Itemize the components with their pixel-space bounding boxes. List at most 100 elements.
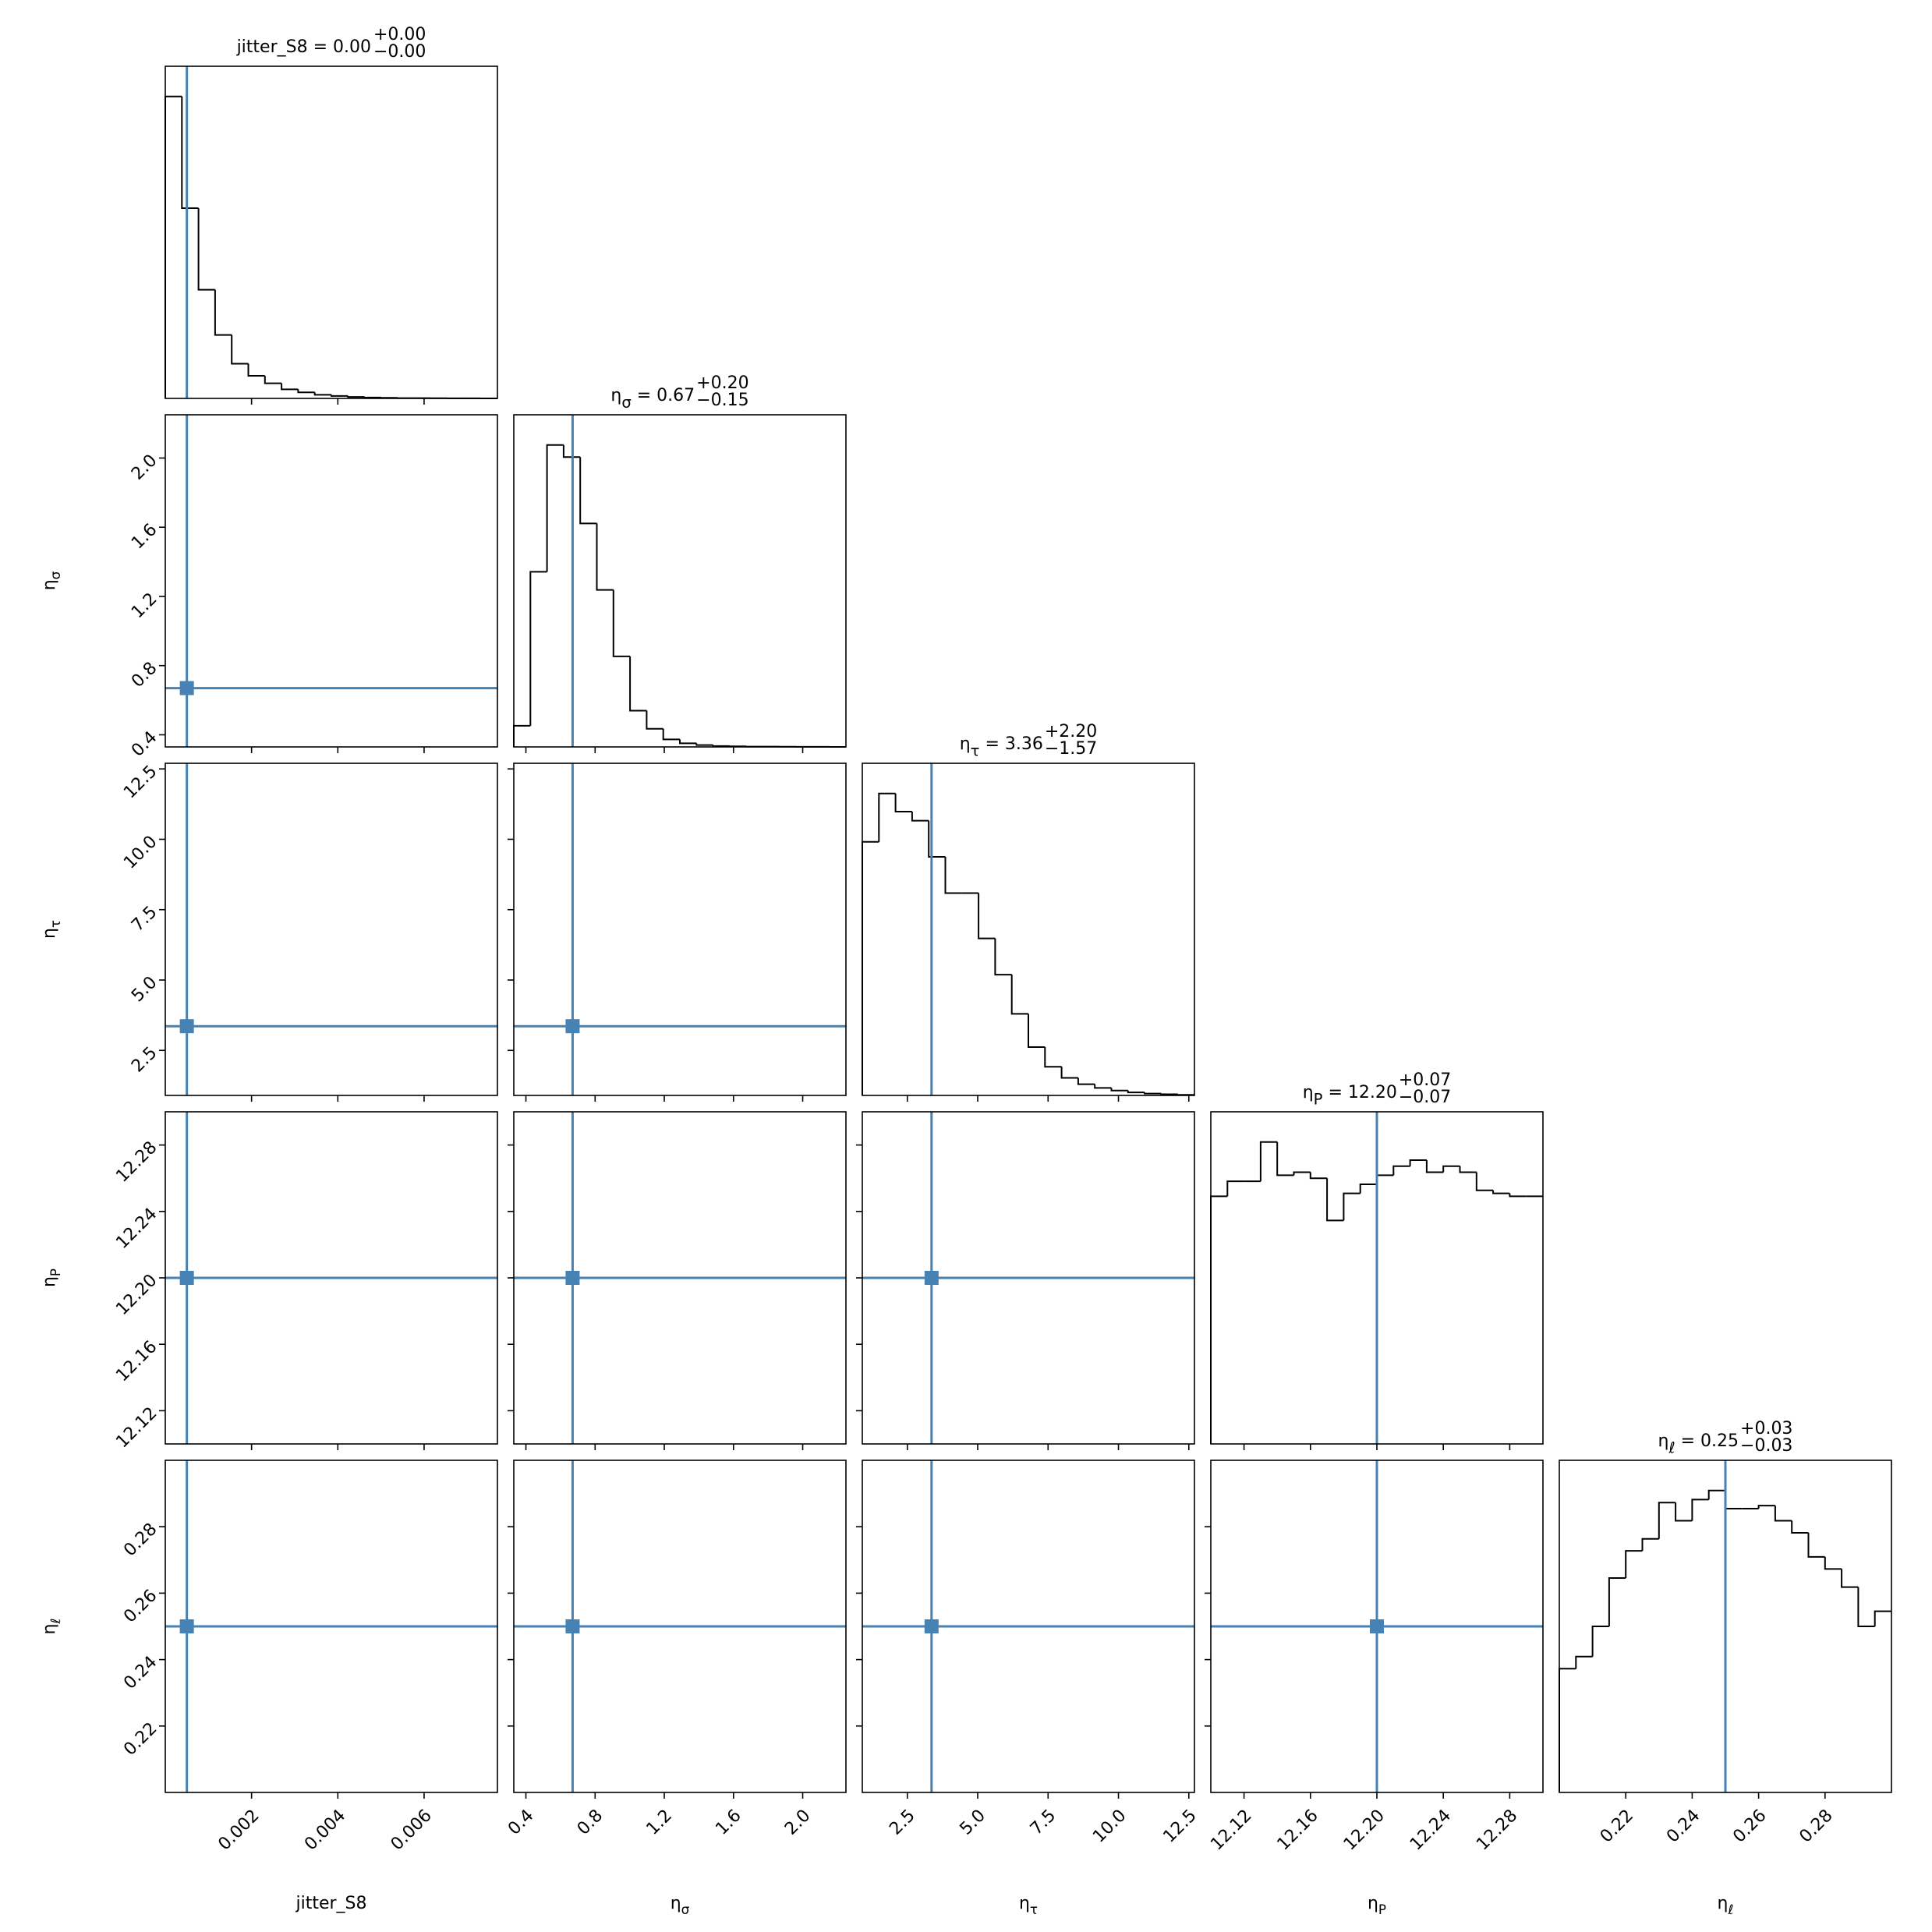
hist-bin bbox=[1028, 1014, 1046, 1049]
y-tick-label: 1.6 bbox=[128, 520, 161, 553]
hist-bin bbox=[1044, 1047, 1062, 1068]
hist-bin bbox=[247, 363, 265, 377]
symbol: η bbox=[40, 579, 59, 590]
hist-bin bbox=[1293, 1171, 1311, 1176]
title-upper: +0.20 bbox=[696, 373, 748, 393]
y-tick-label: 10.0 bbox=[120, 832, 161, 872]
hist-bin bbox=[928, 820, 946, 858]
panel-frame bbox=[862, 1111, 1195, 1445]
hist-bin bbox=[1177, 1094, 1194, 1096]
symbol: jitter_S8 bbox=[295, 1894, 366, 1913]
x-tick-label: 0.26 bbox=[1729, 1806, 1770, 1846]
hist-bin bbox=[1591, 1626, 1609, 1657]
hist-bin bbox=[197, 208, 215, 291]
hist-bin bbox=[862, 840, 879, 1095]
symbol: η bbox=[671, 1894, 681, 1913]
hist-bin bbox=[1559, 1668, 1576, 1792]
subscript: ℓ bbox=[1668, 1438, 1675, 1456]
x-tick-label: 0.8 bbox=[574, 1806, 607, 1838]
median-marker bbox=[179, 1271, 194, 1285]
subscript: P bbox=[48, 1269, 63, 1276]
panel-title: jitter_S8 = 0.00 bbox=[236, 37, 371, 57]
hist-bin bbox=[1276, 1141, 1294, 1177]
y-tick-label: 12.12 bbox=[112, 1403, 161, 1452]
x-tick-label: 12.12 bbox=[1207, 1806, 1255, 1854]
median-marker bbox=[565, 1019, 580, 1034]
title-value: = 0.00 bbox=[308, 37, 371, 57]
y-tick-label: 2.0 bbox=[128, 451, 161, 483]
x-tick-label: 7.5 bbox=[1027, 1806, 1060, 1838]
median-marker bbox=[565, 1271, 580, 1285]
hist-bin bbox=[1309, 1172, 1328, 1180]
hist-bin bbox=[1791, 1520, 1809, 1534]
hist-bin bbox=[1757, 1505, 1775, 1509]
x-axis-label: ηP bbox=[1368, 1894, 1386, 1917]
hist-bin bbox=[281, 383, 299, 391]
panel-frame bbox=[513, 1111, 847, 1445]
panel-title: ηℓ = 0.25 bbox=[1658, 1431, 1739, 1456]
symbol: η bbox=[40, 1623, 59, 1634]
x-tick-label: 0.006 bbox=[387, 1806, 436, 1854]
y-tick-label: 0.8 bbox=[128, 659, 161, 692]
hist-bin bbox=[1691, 1499, 1709, 1521]
hist-bin bbox=[1857, 1587, 1875, 1627]
title-upper: +0.03 bbox=[1740, 1419, 1792, 1438]
x-tick-label: 12.16 bbox=[1274, 1806, 1322, 1854]
hist-bin bbox=[181, 96, 199, 210]
hist-bin bbox=[1376, 1174, 1394, 1184]
x-tick-label: 12.5 bbox=[1159, 1806, 1200, 1846]
hist-bin bbox=[1442, 1165, 1460, 1173]
symbol: η bbox=[1019, 1894, 1030, 1913]
hist-bin bbox=[579, 457, 597, 525]
panel-title: ητ = 3.36 bbox=[960, 734, 1043, 759]
hist-bin bbox=[1841, 1569, 1859, 1588]
y-axis-label: ηP bbox=[40, 1269, 63, 1287]
hist-bin bbox=[1144, 1092, 1162, 1095]
hist-bin bbox=[894, 793, 912, 812]
hist-bin bbox=[1127, 1090, 1145, 1094]
y-tick-label: 2.5 bbox=[128, 1043, 161, 1076]
subscript: σ bbox=[621, 393, 631, 411]
symbol: η bbox=[1368, 1894, 1378, 1913]
symbol: η bbox=[40, 928, 59, 939]
hist-bin bbox=[331, 395, 349, 397]
hist-bin bbox=[1226, 1180, 1244, 1197]
hist-bin bbox=[1492, 1190, 1510, 1194]
x-tick-label: 0.004 bbox=[301, 1806, 349, 1854]
hist-bin bbox=[911, 811, 929, 822]
hist-bin bbox=[1343, 1192, 1361, 1221]
subscript: P bbox=[1378, 1902, 1386, 1917]
hist-bin bbox=[944, 857, 962, 894]
y-tick-label: 7.5 bbox=[128, 903, 161, 936]
hist-bin bbox=[712, 745, 730, 747]
hist-bin bbox=[1807, 1532, 1825, 1558]
title-lower: −0.03 bbox=[1740, 1436, 1792, 1456]
subscript: P bbox=[1314, 1090, 1323, 1108]
hist-bin bbox=[529, 571, 547, 726]
hist-bin bbox=[1077, 1077, 1095, 1085]
hist-bin bbox=[596, 523, 614, 591]
y-axis-label: ητ bbox=[40, 920, 63, 939]
hist-bin bbox=[1459, 1166, 1477, 1173]
y-axis-label: ηℓ bbox=[40, 1619, 63, 1635]
hist-bin bbox=[679, 739, 697, 745]
hist-bin bbox=[1625, 1550, 1643, 1579]
hist-bin bbox=[1160, 1093, 1178, 1095]
y-tick-label: 12.5 bbox=[120, 762, 161, 802]
hist-bin bbox=[1110, 1088, 1128, 1092]
x-axis-label: jitter_S8 bbox=[295, 1894, 366, 1913]
title-value: = 3.36 bbox=[979, 734, 1042, 754]
hist-bin bbox=[1874, 1610, 1891, 1626]
median-marker bbox=[179, 681, 194, 695]
hist-bin bbox=[297, 389, 315, 394]
hist-bin bbox=[1259, 1141, 1278, 1182]
panel-frame bbox=[862, 1460, 1195, 1793]
symbol: η bbox=[40, 1276, 59, 1287]
hist-bin bbox=[1675, 1502, 1693, 1522]
y-tick-label: 12.28 bbox=[112, 1138, 161, 1186]
hist-bin bbox=[1575, 1655, 1593, 1669]
hist-bin bbox=[1392, 1165, 1410, 1176]
hist-bin bbox=[347, 395, 365, 398]
y-tick-label: 1.2 bbox=[128, 589, 161, 622]
hist-bin bbox=[994, 938, 1012, 976]
